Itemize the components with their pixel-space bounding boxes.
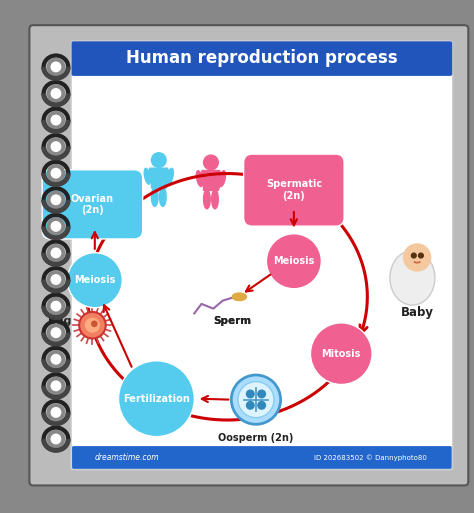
FancyBboxPatch shape xyxy=(244,154,344,226)
Text: Meiosis: Meiosis xyxy=(74,275,116,285)
Ellipse shape xyxy=(152,187,158,206)
Circle shape xyxy=(47,324,64,341)
Text: Spermatic
(2n): Spermatic (2n) xyxy=(266,180,322,201)
Circle shape xyxy=(266,234,321,289)
Text: ID 202683502 © Dannyphoto80: ID 202683502 © Dannyphoto80 xyxy=(314,454,427,461)
Circle shape xyxy=(47,430,64,447)
Circle shape xyxy=(51,248,61,258)
Circle shape xyxy=(118,361,194,437)
Circle shape xyxy=(47,165,64,182)
Circle shape xyxy=(246,402,254,409)
Circle shape xyxy=(419,253,423,258)
Circle shape xyxy=(47,271,64,288)
Polygon shape xyxy=(200,170,222,190)
Text: Human reproduction process: Human reproduction process xyxy=(126,49,398,67)
FancyBboxPatch shape xyxy=(42,170,143,239)
Circle shape xyxy=(51,62,61,72)
Circle shape xyxy=(310,323,372,384)
Circle shape xyxy=(51,222,61,231)
Circle shape xyxy=(51,195,61,205)
Circle shape xyxy=(47,298,64,314)
FancyBboxPatch shape xyxy=(72,42,452,76)
Circle shape xyxy=(51,354,61,364)
Text: Egg: Egg xyxy=(48,317,71,326)
Circle shape xyxy=(51,328,61,338)
Text: Meiosis: Meiosis xyxy=(273,256,315,266)
Circle shape xyxy=(47,377,64,394)
Circle shape xyxy=(51,434,61,444)
Text: Mitosis: Mitosis xyxy=(321,349,361,359)
Text: Baby: Baby xyxy=(401,306,434,319)
Circle shape xyxy=(51,115,61,125)
Circle shape xyxy=(47,111,64,129)
Circle shape xyxy=(203,155,218,170)
Circle shape xyxy=(411,253,416,258)
Circle shape xyxy=(79,312,106,339)
Circle shape xyxy=(47,244,64,262)
FancyBboxPatch shape xyxy=(71,41,453,470)
Circle shape xyxy=(238,382,274,418)
Circle shape xyxy=(152,153,166,167)
Circle shape xyxy=(246,390,254,398)
Circle shape xyxy=(67,253,122,308)
FancyBboxPatch shape xyxy=(72,446,452,469)
Ellipse shape xyxy=(203,190,210,209)
Circle shape xyxy=(403,243,431,272)
Circle shape xyxy=(47,218,64,235)
Circle shape xyxy=(47,191,64,208)
Circle shape xyxy=(47,404,64,421)
Circle shape xyxy=(47,138,64,155)
Text: dreamstime.com: dreamstime.com xyxy=(95,453,159,462)
Text: Oosperm (2n): Oosperm (2n) xyxy=(218,433,294,443)
Circle shape xyxy=(51,301,61,311)
Ellipse shape xyxy=(232,293,246,301)
Ellipse shape xyxy=(390,250,435,305)
Circle shape xyxy=(85,318,100,333)
Circle shape xyxy=(47,351,64,368)
Ellipse shape xyxy=(196,171,203,187)
Circle shape xyxy=(51,275,61,284)
Polygon shape xyxy=(148,168,170,188)
FancyBboxPatch shape xyxy=(29,25,468,485)
Circle shape xyxy=(51,142,61,151)
Circle shape xyxy=(47,58,64,75)
Circle shape xyxy=(51,381,61,390)
Circle shape xyxy=(91,321,98,327)
Circle shape xyxy=(51,89,61,98)
Circle shape xyxy=(51,408,61,417)
Circle shape xyxy=(258,402,265,409)
Circle shape xyxy=(258,390,265,398)
Ellipse shape xyxy=(219,171,226,187)
Circle shape xyxy=(47,85,64,102)
Text: Fertilization: Fertilization xyxy=(123,393,190,404)
Text: Sperm: Sperm xyxy=(213,315,251,326)
Ellipse shape xyxy=(167,168,173,184)
Text: Sperm: Sperm xyxy=(213,315,251,326)
Circle shape xyxy=(231,375,281,424)
Text: Ovarian
(2n): Ovarian (2n) xyxy=(71,193,114,215)
Ellipse shape xyxy=(160,187,166,206)
Ellipse shape xyxy=(144,168,151,184)
Ellipse shape xyxy=(212,190,219,209)
Circle shape xyxy=(51,168,61,178)
